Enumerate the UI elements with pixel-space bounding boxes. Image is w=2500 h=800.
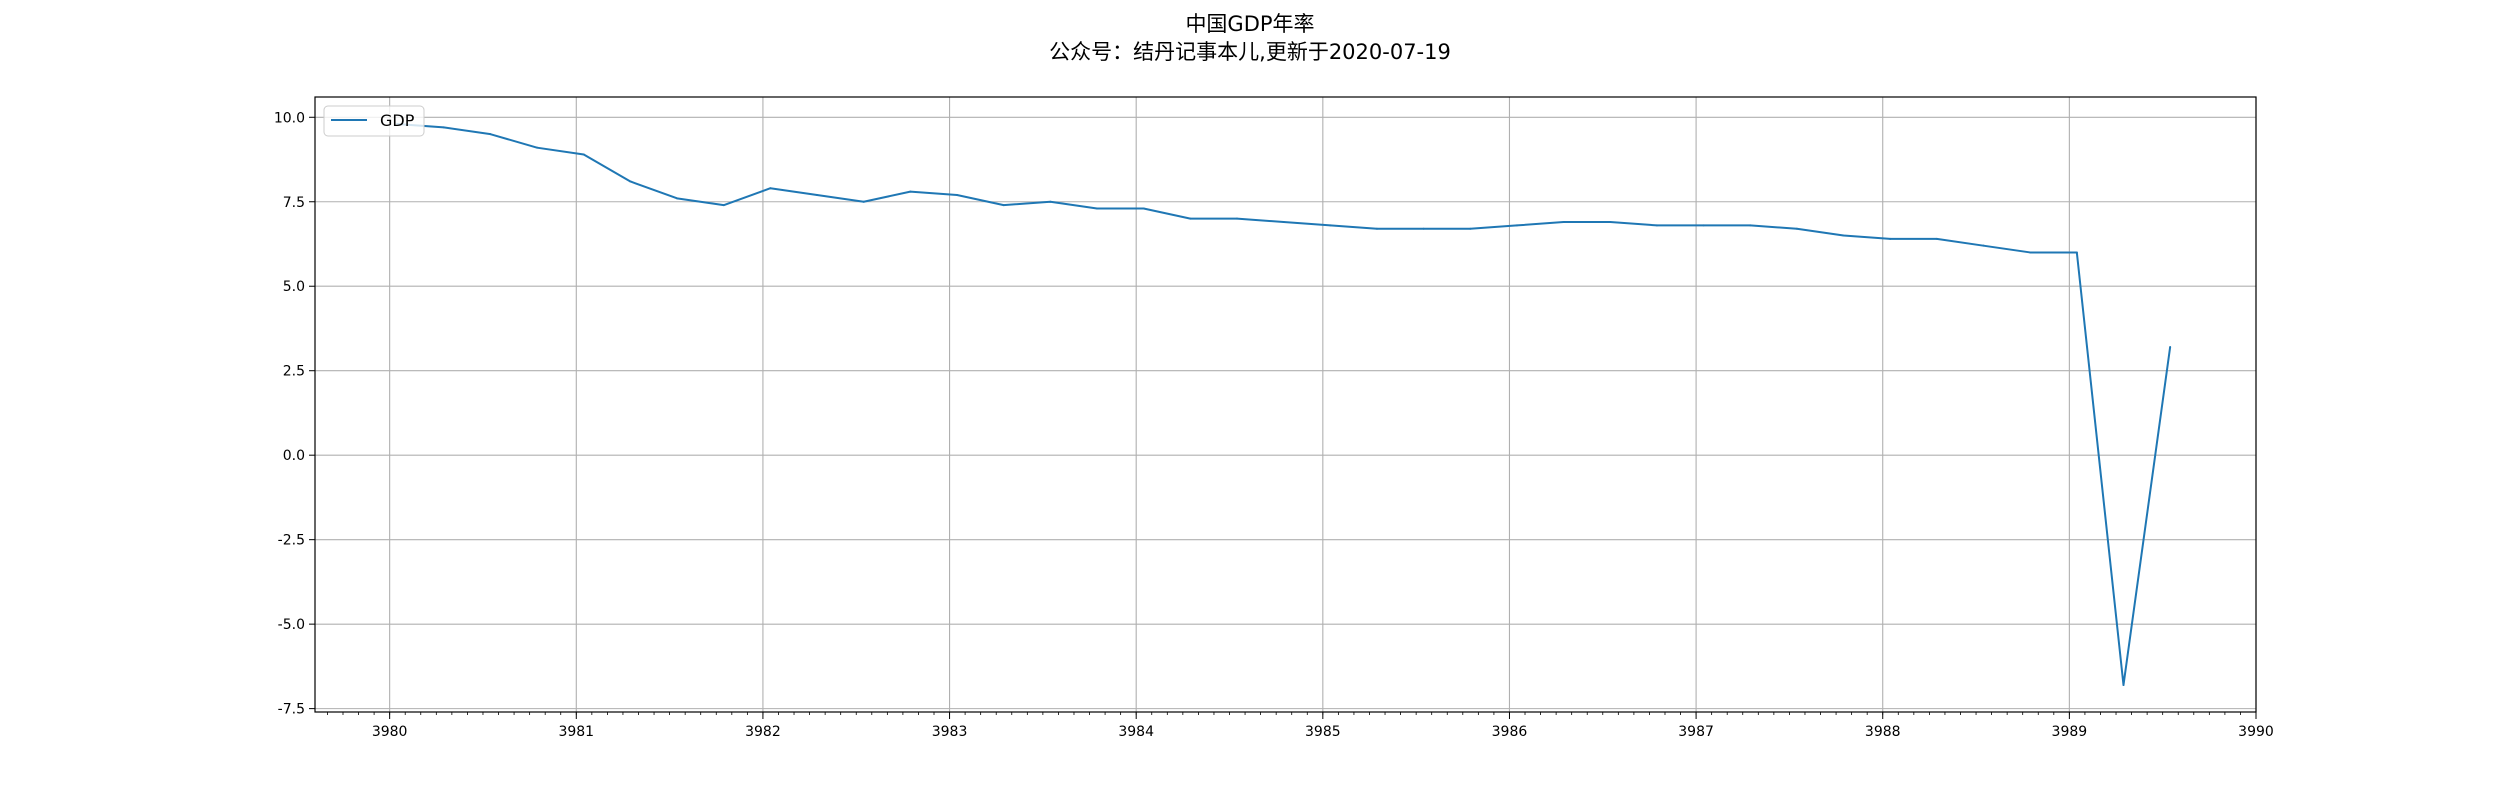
gdp-data-point bbox=[1469, 227, 1472, 230]
title-block: 中国GDP年率 公众号：结丹记事本儿,更新于2020-07-19 bbox=[0, 10, 2500, 66]
gdp-data-point bbox=[2122, 683, 2125, 686]
x-tick-label: 3988 bbox=[1865, 724, 1901, 740]
gdp-data-point bbox=[956, 193, 959, 196]
gdp-data-point bbox=[629, 180, 632, 183]
gdp-data-point bbox=[1142, 207, 1145, 210]
tick-layer bbox=[309, 116, 2257, 719]
x-tick-label: 3982 bbox=[745, 724, 781, 740]
gdp-data-point bbox=[1889, 237, 1892, 240]
grid-layer bbox=[315, 97, 2257, 712]
gdp-data-point bbox=[1842, 234, 1845, 237]
y-tick-label: -7.5 bbox=[278, 702, 305, 718]
y-tick-label: 2.5 bbox=[283, 364, 305, 380]
gdp-data-point bbox=[489, 133, 492, 136]
legend-box bbox=[323, 105, 425, 137]
y-tick-label: 10.0 bbox=[274, 110, 305, 126]
gdp-data-point bbox=[2029, 251, 2032, 254]
gdp-data-point bbox=[722, 204, 725, 207]
gdp-data-point bbox=[676, 197, 679, 200]
x-tick-label: 3989 bbox=[2052, 724, 2088, 740]
gdp-data-point bbox=[1049, 200, 1052, 203]
gdp-data-point bbox=[909, 190, 912, 193]
legend: GDP bbox=[323, 105, 425, 137]
y-tick-label: 0.0 bbox=[283, 448, 305, 464]
gdp-data-point bbox=[1422, 227, 1425, 230]
y-tick-label: -5.0 bbox=[278, 617, 305, 633]
x-tick-label: 3990 bbox=[2238, 724, 2274, 740]
gdp-data-point bbox=[582, 153, 585, 156]
tick-label-layer: 10.0 7.5 5.0 2.5 0.0 -2.5 -5.0 -7.5 3980 3981 3982… bbox=[274, 110, 2274, 740]
gdp-series-line bbox=[397, 123, 2172, 686]
gdp-data-point bbox=[1002, 204, 1005, 207]
gdp-data-point bbox=[1282, 221, 1285, 224]
x-tick-label: 3985 bbox=[1305, 724, 1341, 740]
y-tick-label: 7.5 bbox=[283, 195, 305, 211]
y-tick-label: -2.5 bbox=[278, 533, 305, 549]
chart-title: 中国GDP年率 bbox=[1185, 12, 1315, 36]
gdp-data-point bbox=[862, 200, 865, 203]
x-tick-label: 3987 bbox=[1678, 724, 1714, 740]
gdp-data-point bbox=[1235, 217, 1238, 220]
x-tick-label: 3983 bbox=[932, 724, 968, 740]
x-tick-label: 3986 bbox=[1492, 724, 1528, 740]
gdp-data-point bbox=[1375, 227, 1378, 230]
x-tick-label: 3984 bbox=[1118, 724, 1154, 740]
gdp-data-point bbox=[1702, 224, 1705, 227]
gdp-data-point bbox=[1795, 227, 1798, 230]
x-tick-label: 3981 bbox=[558, 724, 594, 740]
gdp-data-point bbox=[442, 126, 445, 129]
gdp-data-point bbox=[2075, 251, 2078, 254]
gdp-data-point bbox=[1095, 207, 1098, 210]
gdp-data-point bbox=[2169, 346, 2172, 349]
y-tick-label: 5.0 bbox=[283, 279, 305, 295]
chart-subtitle: 公众号：结丹记事本儿,更新于2020-07-19 bbox=[1049, 40, 1451, 64]
data-points bbox=[396, 123, 2172, 686]
gdp-data-point bbox=[536, 146, 539, 149]
axes-frame bbox=[314, 96, 2257, 713]
x-tick-label: 3980 bbox=[372, 724, 408, 740]
gdp-data-point bbox=[769, 187, 772, 190]
gdp-data-point bbox=[1189, 217, 1192, 220]
gdp-data-point bbox=[1329, 224, 1332, 227]
legend-label-gdp: GDP bbox=[380, 111, 415, 130]
gdp-data-point bbox=[1515, 224, 1518, 227]
gdp-data-point bbox=[1935, 237, 1938, 240]
gdp-data-point bbox=[1982, 244, 1985, 247]
gdp-data-point bbox=[1609, 221, 1612, 224]
gdp-data-point bbox=[1655, 224, 1658, 227]
gdp-data-point bbox=[1562, 221, 1565, 224]
gdp-data-point bbox=[816, 193, 819, 196]
gdp-data-point bbox=[1749, 224, 1752, 227]
